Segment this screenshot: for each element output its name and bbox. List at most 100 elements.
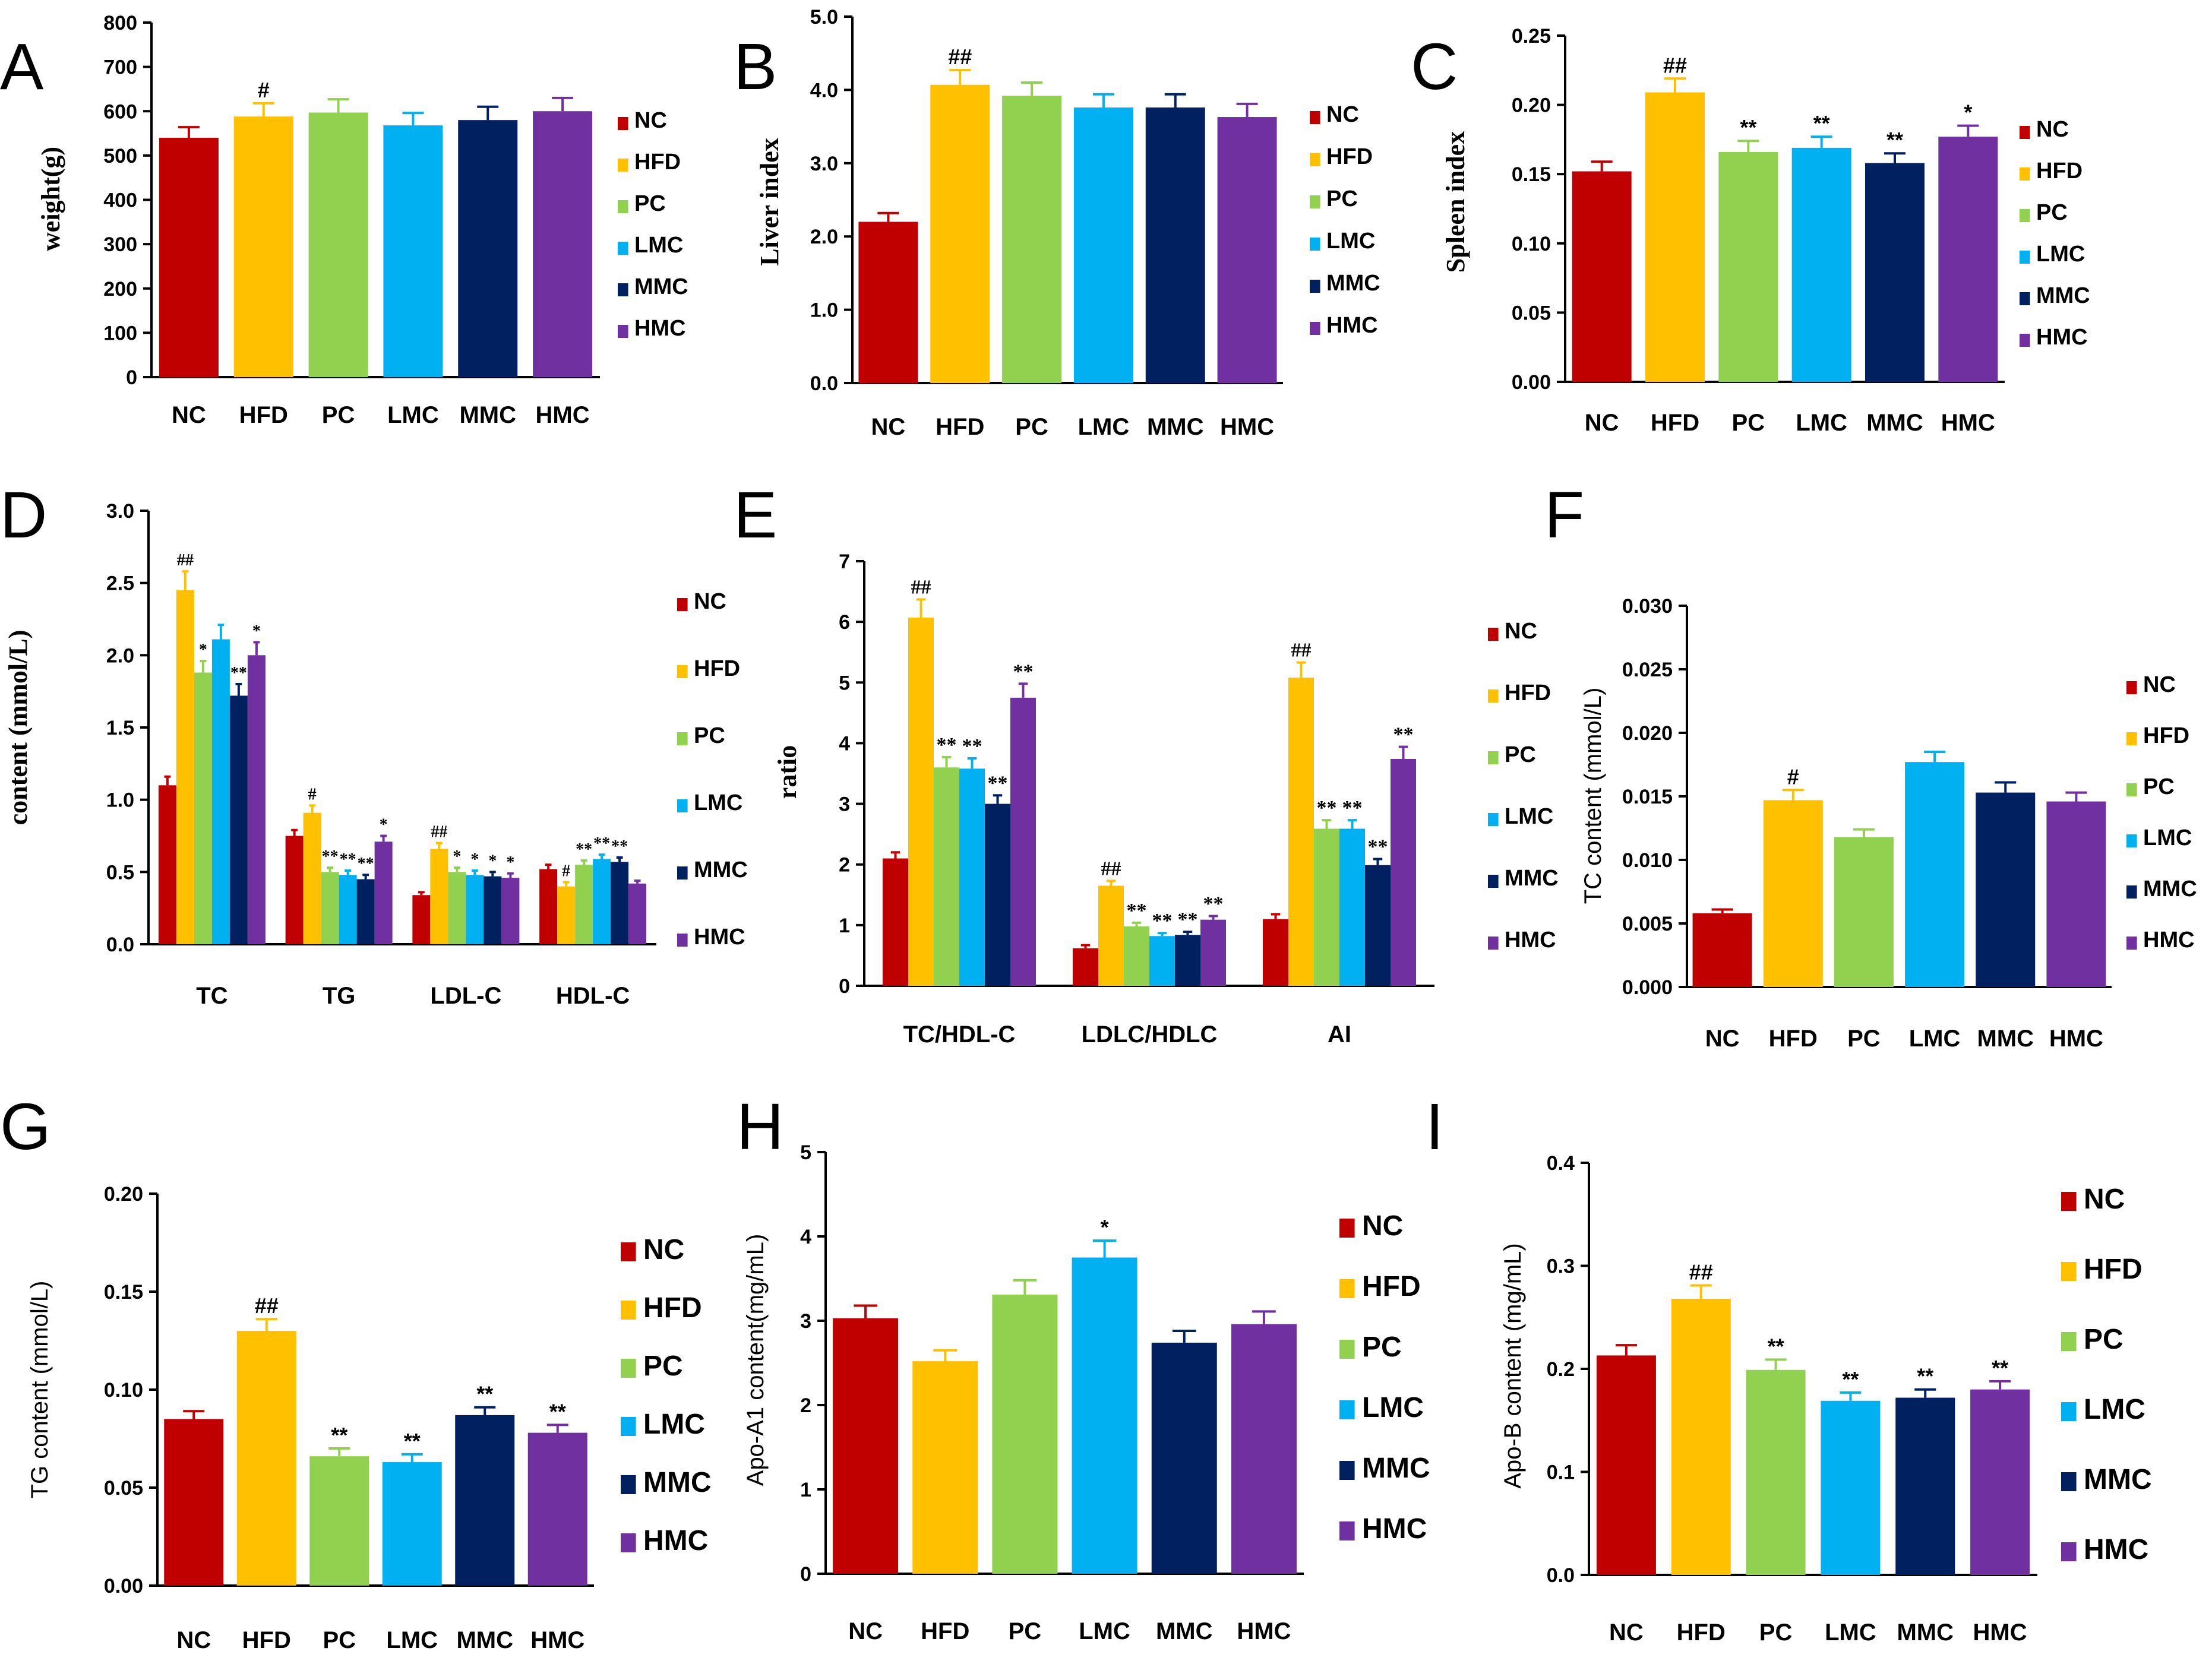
y-tick-label: 0.25	[1512, 25, 1551, 48]
legend-swatch	[1339, 1521, 1355, 1540]
x-tick-label: HMC	[530, 1627, 584, 1653]
legend-label: NC	[2036, 117, 2069, 142]
significance-label: ##	[911, 576, 931, 598]
legend-label: PC	[694, 723, 725, 748]
bar	[1746, 1369, 1806, 1575]
bar	[1010, 697, 1036, 986]
legend-label: HFD	[1362, 1271, 1421, 1302]
significance-label: **	[962, 735, 982, 757]
significance-label: **	[937, 734, 957, 756]
bar	[912, 1361, 978, 1574]
bar	[533, 111, 593, 377]
y-tick-label: 4.0	[810, 79, 838, 102]
legend-swatch	[1488, 628, 1499, 641]
significance-label: **	[322, 847, 339, 866]
legend-label: HMC	[1326, 313, 1378, 338]
bar	[1073, 107, 1133, 384]
x-tick-label: HFD	[1769, 1026, 1818, 1052]
significance-label: #	[1787, 764, 1799, 789]
legend-label: NC	[643, 1234, 684, 1266]
legend-label: LMC	[2036, 242, 2085, 267]
bar	[1791, 147, 1851, 382]
bar	[1002, 96, 1062, 383]
bar	[374, 842, 393, 944]
bar	[466, 875, 484, 944]
y-tick-label: 2.0	[106, 644, 134, 667]
bar	[1263, 919, 1288, 986]
bar	[158, 785, 176, 944]
y-tick-label: 0	[800, 1563, 811, 1586]
y-tick-label: 3	[800, 1310, 811, 1333]
y-tick-label: 0.000	[1622, 976, 1673, 999]
y-tick-label: 0.5	[106, 861, 134, 884]
y-tick-label: 800	[103, 12, 137, 34]
legend-swatch	[2061, 1542, 2077, 1561]
legend-swatch	[1488, 875, 1499, 888]
bar	[1970, 1389, 2030, 1575]
legend-label: PC	[2036, 200, 2068, 225]
legend-swatch	[1339, 1340, 1355, 1359]
y-axis-title: Apo-B content (mg/mL)	[1500, 1243, 1526, 1489]
bar	[1149, 936, 1175, 986]
x-tick-label: NC	[848, 1618, 883, 1644]
bar	[1596, 1355, 1656, 1575]
legend-swatch	[2020, 167, 2030, 181]
y-tick-label: 0.1	[1547, 1461, 1575, 1484]
legend-swatch	[2020, 251, 2030, 264]
panel-letter: G	[0, 1090, 51, 1163]
significance-label: #	[562, 862, 570, 880]
y-tick-label: 5	[839, 672, 850, 694]
legend-label: LMC	[643, 1409, 705, 1440]
legend-swatch	[621, 1359, 636, 1378]
legend-label: PC	[1362, 1331, 1402, 1363]
significance-label: **	[1886, 128, 1903, 152]
legend-label: HFD	[2084, 1254, 2143, 1285]
legend-swatch	[1310, 280, 1320, 293]
legend: NC HFD PC LMC MMC HMC	[2061, 1184, 2152, 1565]
y-axis-title: Apo-A1 content(mg/mL)	[742, 1234, 769, 1486]
bar	[1572, 171, 1632, 382]
significance-label: **	[340, 850, 356, 869]
y-tick-label: 700	[103, 56, 137, 79]
legend-swatch	[1488, 689, 1499, 703]
bar	[383, 125, 443, 377]
y-tick-label: 0	[126, 366, 137, 389]
y-tick-label: 0.20	[104, 1183, 143, 1206]
bar	[1145, 107, 1205, 384]
x-tick-label: PC	[1732, 410, 1765, 436]
x-tick-label: HMC	[1220, 414, 1274, 440]
x-tick-label: HFD	[936, 414, 984, 440]
legend-swatch	[2061, 1262, 2077, 1281]
bar	[1072, 1257, 1137, 1574]
panel-g: G TG content (mmol/L) 0.00 0.05 0.10 0.15 0.20…	[0, 1090, 712, 1653]
legend-label: PC	[2084, 1324, 2123, 1355]
bar	[1905, 762, 1965, 987]
legend-label: LMC	[634, 233, 683, 258]
significance-label: **	[1013, 660, 1034, 682]
legend-label: PC	[1505, 742, 1536, 767]
y-tick-label: 0.05	[104, 1477, 143, 1500]
x-tick-label: HFD	[1677, 1619, 1726, 1646]
x-tick-label: HFD	[921, 1618, 969, 1644]
panel-letter: I	[1426, 1090, 1444, 1163]
y-tick-label: 400	[103, 189, 137, 212]
significance-label: **	[1342, 797, 1363, 819]
legend-swatch	[2126, 732, 2137, 745]
y-tick-label: 100	[103, 322, 137, 344]
panel-f: F TC content (mmol/L) 0.000 0.005 0.010 0.015…	[1544, 479, 2197, 1052]
legend-swatch	[2126, 885, 2137, 899]
legend-label: HFD	[1505, 681, 1551, 706]
y-tick-label: 0.015	[1622, 786, 1673, 808]
legend-swatch	[1339, 1279, 1355, 1298]
bar	[233, 116, 293, 377]
x-tick-label: LMC	[387, 402, 439, 428]
legend-swatch	[2126, 937, 2137, 950]
x-tick-label: HDL-C	[556, 983, 630, 1009]
bar	[1692, 913, 1752, 987]
legend-label: NC	[694, 589, 726, 614]
legend-swatch	[1310, 322, 1320, 335]
bar	[1231, 1324, 1297, 1574]
x-tick-label: MMC	[1977, 1026, 2034, 1052]
legend-swatch	[2061, 1192, 2077, 1211]
legend-label: PC	[1326, 186, 1358, 211]
